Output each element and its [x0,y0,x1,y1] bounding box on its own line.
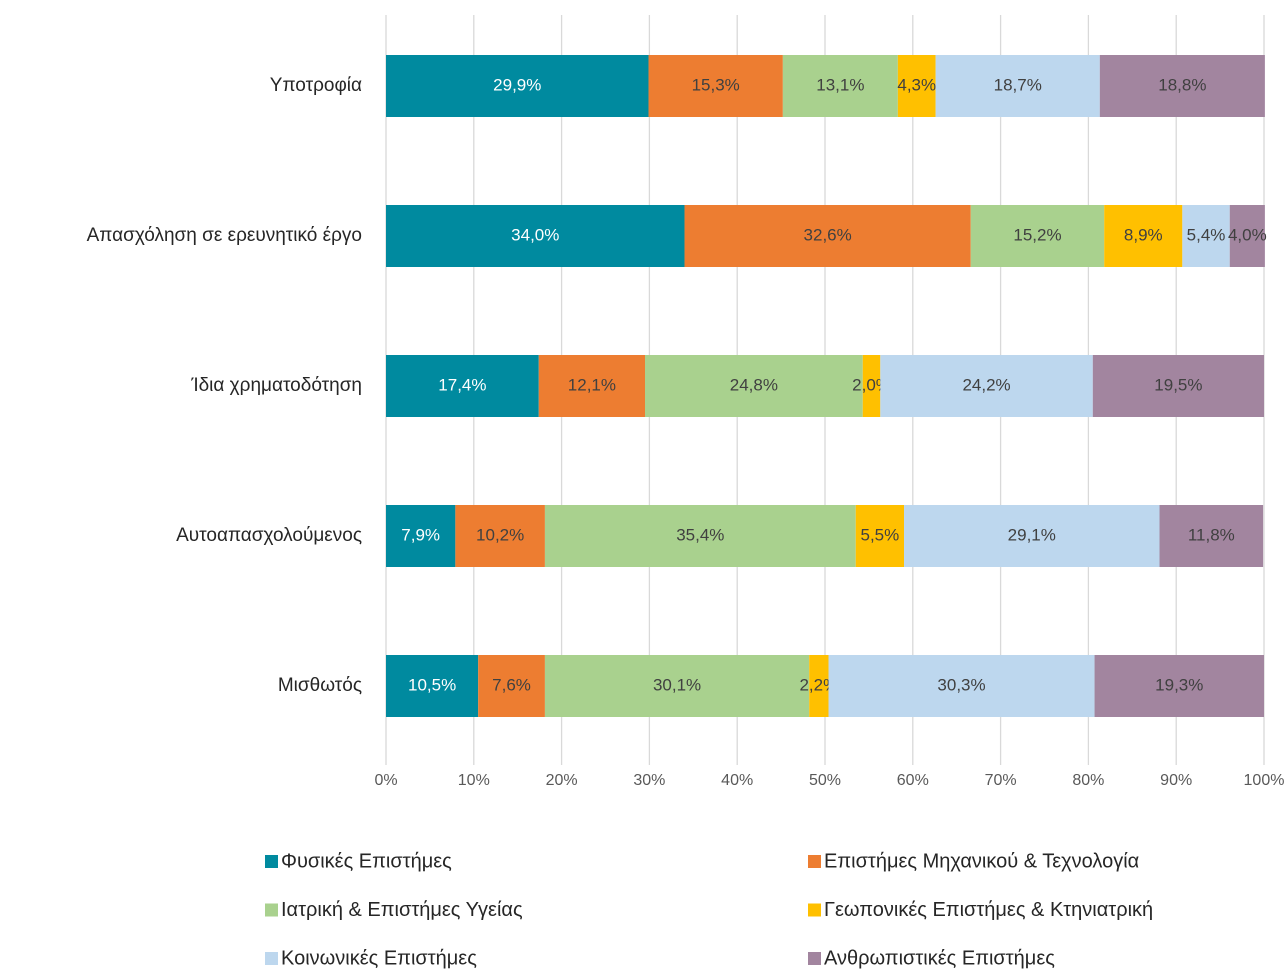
value-label: 11,8% [1188,525,1235,544]
bar-segment [828,655,1095,717]
value-label: 7,9% [401,525,440,544]
x-tick-label: 40% [721,772,753,789]
legend-swatch [265,855,278,868]
bar-segment [684,205,971,267]
category-label: Αυτοαπασχολούμενος [176,525,362,546]
bar-segment [970,205,1105,267]
value-label: 10,2% [476,525,524,544]
value-label: 35,4% [676,525,724,544]
bar-segment [935,55,1100,117]
bar-segment [455,505,545,567]
category-label: Ίδια χρηματοδότηση [190,375,362,396]
value-label: 8,9% [1124,225,1163,244]
value-label: 13,1% [816,75,864,94]
bar-segment [386,355,539,417]
legend-swatch [265,952,278,965]
x-tick-label: 60% [897,772,929,789]
value-label: 29,9% [493,75,541,94]
bar-segment [648,55,783,117]
legend-swatch [808,952,821,965]
legend-label: Ανθρωπιστικές Επιστήμες [824,947,1055,969]
bar-segment [386,655,479,717]
bar-segment [1104,205,1183,267]
bar-segment [544,505,856,567]
x-tick-label: 80% [1072,772,1104,789]
bar-segment [1182,205,1230,267]
x-tick-label: 50% [809,772,841,789]
value-label: 19,3% [1155,675,1203,694]
value-label: 4,0% [1228,225,1267,244]
legend-swatch [265,903,278,917]
category-label: Μισθωτός [278,675,362,696]
value-label: 18,7% [994,75,1042,94]
value-label: 12,1% [568,375,616,394]
x-tick-label: 0% [374,772,397,789]
legend-label: Επιστήμες Μηχανικού & Τεχνολογία [824,850,1139,872]
legend-label: Κοινωνικές Επιστήμες [281,947,477,969]
value-label: 10,5% [408,675,456,694]
x-tick-label: 100% [1244,772,1285,789]
category-label: Απασχόληση σε ερευνητικό έργο [87,225,362,246]
bar-segment [880,355,1093,417]
bar-segment [809,655,829,717]
bar-segment [386,505,456,567]
bar-segment [386,205,685,267]
bar-segment [897,55,936,117]
bar-segment [862,355,881,417]
legend-label: Γεωπονικές Επιστήμες & Κτηνιατρική [824,899,1153,921]
bar-segment [478,655,545,717]
value-label: 15,2% [1013,225,1061,244]
value-label: 30,3% [937,675,985,694]
value-label: 30,1% [653,675,701,694]
bar-segment [1229,205,1265,267]
legend-label: Φυσικές Επιστήμες [281,850,452,872]
value-label: 32,6% [804,225,852,244]
x-tick-label: 70% [985,772,1017,789]
x-tick-label: 90% [1160,772,1192,789]
value-label: 34,0% [511,225,559,244]
bar-segment [904,505,1160,567]
value-label: 29,1% [1008,525,1056,544]
x-tick-label: 30% [633,772,665,789]
value-label: 19,5% [1154,375,1202,394]
bar-segment [855,505,905,567]
bar-segment [645,355,863,417]
bar-segment [538,355,646,417]
value-label: 24,2% [962,375,1010,394]
legend-swatch [808,903,821,917]
bar-segment [1159,505,1264,567]
bar-segment [386,55,649,117]
value-label: 18,8% [1158,75,1206,94]
value-label: 15,3% [692,75,740,94]
bar-segment [1094,655,1264,717]
x-tick-label: 10% [458,772,490,789]
category-label: Υποτροφία [270,75,362,96]
legend-swatch [808,855,821,868]
bar-segment [1099,55,1265,117]
value-label: 7,6% [492,675,531,694]
value-label: 4,3% [897,75,936,94]
bar-segment [782,55,898,117]
bar-segment [544,655,810,717]
value-label: 17,4% [438,375,486,394]
bar-segment [1092,355,1264,417]
x-tick-label: 20% [546,772,578,789]
legend-label: Ιατρική & Επιστήμες Υγείας [281,899,523,921]
value-label: 5,5% [861,525,900,544]
value-label: 24,8% [730,375,778,394]
value-label: 5,4% [1187,225,1226,244]
